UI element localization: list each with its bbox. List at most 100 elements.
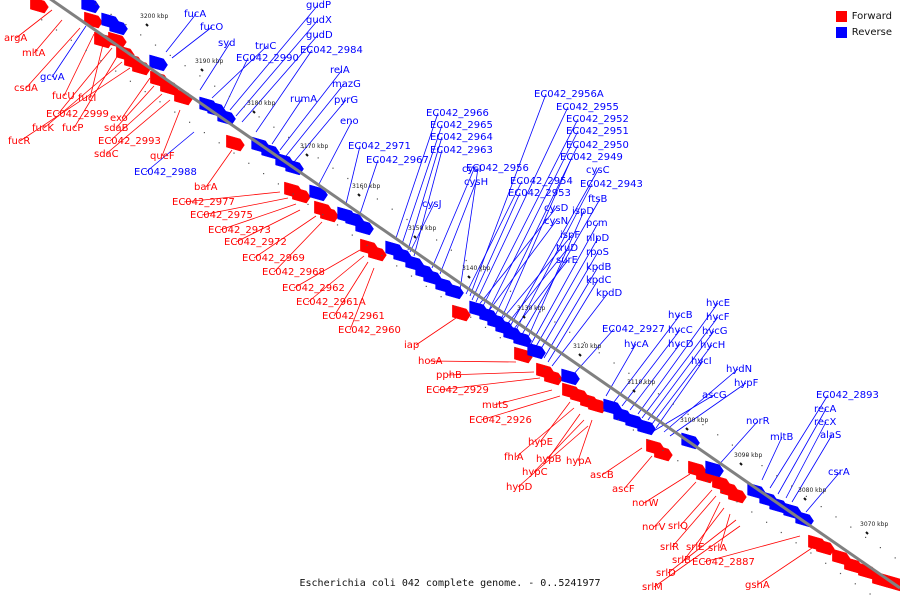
gene-label-ascb[interactable]: ascB <box>590 470 614 481</box>
gene-label-hydn[interactable]: hydN <box>726 364 752 375</box>
gene-label-hych[interactable]: hycH <box>700 340 725 351</box>
gene-label-muts[interactable]: mutS <box>482 400 508 411</box>
gene-label-srla[interactable]: srlA <box>708 543 727 554</box>
gene-label-ec042-2963[interactable]: EC042_2963 <box>430 145 493 156</box>
gene-label-quef[interactable]: queF <box>150 151 175 162</box>
gene-label-ec042-2966[interactable]: EC042_2966 <box>426 108 489 119</box>
gene-label-ec042-2964[interactable]: EC042_2964 <box>430 132 493 143</box>
gene-label-cysc[interactable]: cysC <box>586 165 610 176</box>
gene-label-hypa[interactable]: hypA <box>566 456 592 467</box>
gene-label-kpdb[interactable]: kpdB <box>586 262 611 273</box>
gene-label-ec042-2984[interactable]: EC042_2984 <box>300 45 363 56</box>
gene-label-sdac[interactable]: sdaC <box>94 149 119 160</box>
gene-label-ispf[interactable]: ispF <box>560 230 580 241</box>
gene-label-srld[interactable]: srlD <box>656 568 676 579</box>
gene-label-ec042-2926[interactable]: EC042_2926 <box>469 415 532 426</box>
gene-label-fucu[interactable]: fucU <box>52 91 75 102</box>
gene-label-fuci[interactable]: fucI <box>78 93 96 104</box>
gene-label-norw[interactable]: norW <box>632 498 659 509</box>
gene-label-hycc[interactable]: hycC <box>668 325 693 336</box>
gene-label-ec042-2973[interactable]: EC042_2973 <box>208 225 271 236</box>
gene-label-nlpd[interactable]: nlpD <box>586 233 609 244</box>
gene-label-hycg[interactable]: hycG <box>702 326 728 337</box>
gene-label-ec042-2952[interactable]: EC042_2952 <box>566 114 629 125</box>
gene-label-hosa[interactable]: hosA <box>418 356 443 367</box>
gene-label-alas[interactable]: alaS <box>820 430 841 441</box>
gene-label-gudp[interactable]: gudP <box>306 0 331 11</box>
gene-label-ec042-2954[interactable]: EC042_2954 <box>510 176 573 187</box>
gene-label-cysd[interactable]: cysD <box>544 203 569 214</box>
gene-label-ascf[interactable]: ascF <box>612 484 635 495</box>
gene-label-mltb[interactable]: mltB <box>770 432 793 443</box>
gene-label-cysj[interactable]: cysJ <box>422 199 442 210</box>
gene-label-mazg[interactable]: mazG <box>332 79 361 90</box>
gene-label-ec042-2965[interactable]: EC042_2965 <box>430 120 493 131</box>
gene-label-ec042-2956a[interactable]: EC042_2956A <box>534 89 604 100</box>
gene-label-fuco[interactable]: fucO <box>200 22 223 33</box>
gene-label-hypc[interactable]: hypC <box>522 467 548 478</box>
gene-label-rela[interactable]: relA <box>330 65 350 76</box>
gene-label-ec042-2961a[interactable]: EC042_2961A <box>296 297 366 308</box>
gene-label-ec042-2990[interactable]: EC042_2990 <box>236 53 299 64</box>
gene-label-gsha[interactable]: gshA <box>745 580 770 591</box>
gene-label-pcm[interactable]: pcm <box>586 218 608 229</box>
gene-label-ec042-2969[interactable]: EC042_2969 <box>242 253 305 264</box>
gene-label-gcva[interactable]: gcvA <box>40 72 65 83</box>
gene-label-recx[interactable]: recX <box>814 417 837 428</box>
gene-label-eno[interactable]: eno <box>340 116 359 127</box>
gene-label-hycf[interactable]: hycF <box>706 312 730 323</box>
gene-label-exo[interactable]: exo <box>110 113 128 124</box>
gene-label-fucp[interactable]: fucP <box>62 123 83 134</box>
gene-label-norv[interactable]: norV <box>642 522 666 533</box>
gene-label-ispd[interactable]: ispD <box>572 206 594 217</box>
gene-label-ec042-2893[interactable]: EC042_2893 <box>816 390 879 401</box>
gene-label-ec042-2967[interactable]: EC042_2967 <box>366 155 429 166</box>
gene-label-ascg[interactable]: ascG <box>702 390 727 401</box>
gene-label-ec042-2950[interactable]: EC042_2950 <box>566 140 629 151</box>
gene-label-ec042-2975[interactable]: EC042_2975 <box>190 210 253 221</box>
gene-label-kpdd[interactable]: kpdD <box>596 288 622 299</box>
gene-label-hycd[interactable]: hycD <box>668 339 694 350</box>
gene-label-ec042-2999[interactable]: EC042_2999 <box>46 109 109 120</box>
gene-label-gudd[interactable]: gudD <box>306 30 333 41</box>
gene-label-cysi[interactable]: cysI <box>462 164 482 175</box>
gene-label-cysn[interactable]: cysN <box>544 216 568 227</box>
gene-label-ec042-2993[interactable]: EC042_2993 <box>98 136 161 147</box>
gene-label-ec042-2943[interactable]: EC042_2943 <box>580 179 643 190</box>
gene-label-hypf[interactable]: hypF <box>734 378 759 389</box>
gene-label-ec042-2960[interactable]: EC042_2960 <box>338 325 401 336</box>
gene-label-ec042-2971[interactable]: EC042_2971 <box>348 141 411 152</box>
gene-label-arga[interactable]: argA <box>4 33 27 44</box>
gene-label-fucr[interactable]: fucR <box>8 136 30 147</box>
gene-label-fuck[interactable]: fucK <box>32 123 54 134</box>
gene-label-bara[interactable]: barA <box>194 182 218 193</box>
gene-label-fhla[interactable]: fhlA <box>504 452 524 463</box>
gene-label-iap[interactable]: iap <box>404 340 419 351</box>
gene-label-ec042-2968[interactable]: EC042_2968 <box>262 267 325 278</box>
gene-label-ec042-2961[interactable]: EC042_2961 <box>322 311 385 322</box>
gene-label-csra[interactable]: csrA <box>828 467 850 478</box>
gene-label-hyci[interactable]: hycI <box>691 356 712 367</box>
gene-label-srlr[interactable]: srlR <box>660 542 679 553</box>
gene-label-ruma[interactable]: rumA <box>290 94 317 105</box>
gene-label-ec042-2951[interactable]: EC042_2951 <box>566 126 629 137</box>
gene-label-csda[interactable]: csdA <box>14 83 38 94</box>
gene-label-sdab[interactable]: sdaB <box>104 123 129 134</box>
gene-label-ec042-2927[interactable]: EC042_2927 <box>602 324 665 335</box>
gene-label-ec042-2956[interactable]: EC042_2956 <box>466 163 529 174</box>
gene-label-srlq[interactable]: srlQ <box>668 521 688 532</box>
gene-label-ec042-2949[interactable]: EC042_2949 <box>560 152 623 163</box>
gene-label-ec042-2972[interactable]: EC042_2972 <box>224 237 287 248</box>
gene-label-hype[interactable]: hypE <box>528 437 553 448</box>
gene-label-hycb[interactable]: hycB <box>668 310 693 321</box>
gene-label-hypd[interactable]: hypD <box>506 482 533 493</box>
gene-label-trud[interactable]: truD <box>556 243 578 254</box>
gene-label-reca[interactable]: recA <box>814 404 837 415</box>
gene-label-cysh[interactable]: cysH <box>464 177 488 188</box>
gene-label-srlm[interactable]: srlM <box>642 582 663 593</box>
gene-label-hyce[interactable]: hycE <box>706 298 730 309</box>
gene-label-kpdc[interactable]: kpdC <box>586 275 611 286</box>
gene-label-hyca[interactable]: hycA <box>624 339 649 350</box>
gene-label-hypb[interactable]: hypB <box>536 454 562 465</box>
gene-label-srle[interactable]: srlE <box>686 542 704 553</box>
